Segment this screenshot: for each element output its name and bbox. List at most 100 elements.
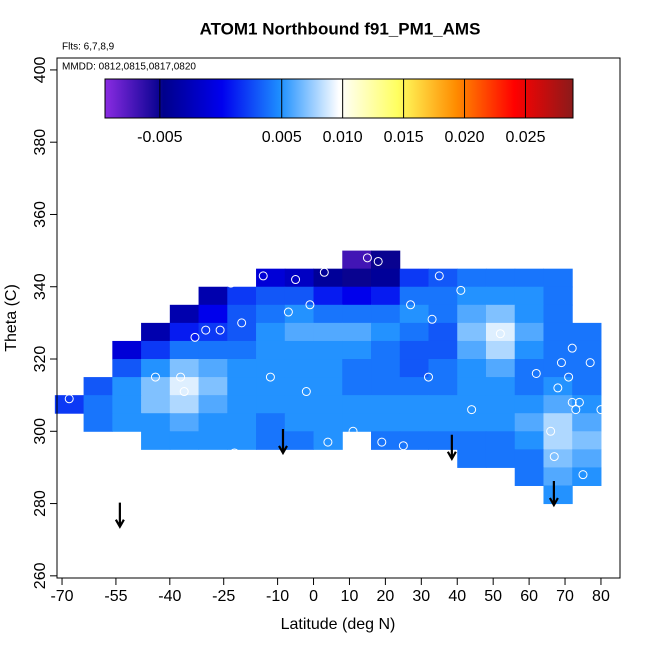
heat-cell [457, 395, 487, 414]
x-tick-label: -55 [104, 588, 127, 605]
heat-cell [342, 340, 372, 360]
heat-cell [428, 395, 458, 414]
heat-cell [284, 431, 315, 450]
heat-cell [284, 377, 315, 396]
heat-cell [256, 377, 286, 396]
heat-cell [313, 377, 343, 396]
subtitle: Flts: 6,7,8,9 [62, 42, 115, 53]
observation-point [301, 387, 311, 397]
heat-cell [428, 304, 458, 324]
heat-cell [342, 322, 372, 342]
heat-cell [141, 431, 171, 450]
heat-cell [485, 340, 516, 360]
heat-cell [457, 359, 487, 378]
x-tick-label: -10 [266, 588, 289, 605]
observation-point [215, 325, 225, 335]
y-tick-label: 320 [32, 346, 49, 373]
observation-point [427, 314, 437, 324]
heat-cell [198, 304, 228, 324]
heat-cell [572, 431, 602, 450]
observation-point [319, 267, 329, 277]
observation-point [150, 372, 160, 382]
arrow [548, 481, 559, 508]
observation-point [578, 470, 588, 480]
heat-cell [342, 359, 372, 378]
heat-cell [428, 431, 458, 450]
heat-cell [543, 395, 573, 414]
x-tick-label: 70 [556, 588, 574, 605]
heat-cell [141, 322, 171, 342]
observation-point [467, 405, 477, 415]
heat-cell [112, 340, 142, 360]
heat-cell [514, 359, 544, 378]
observation-point [531, 368, 541, 378]
heat-cell [485, 413, 516, 432]
heat-cell [284, 395, 315, 414]
heat-cell [313, 304, 343, 324]
x-tick-label: -70 [50, 588, 73, 605]
heat-cell [313, 359, 343, 378]
heat-cell [169, 304, 200, 324]
colorbar-tick-label: 0.015 [384, 129, 424, 146]
colorbar-tick-label: 0.005 [262, 129, 302, 146]
y-axis-label: Theta (C) [3, 284, 20, 352]
heat-cell [284, 359, 315, 378]
chart-title: ATOM1 Northbound f91_PM1_AMS [200, 19, 481, 38]
observation-point [495, 329, 505, 339]
plot-frame [56, 57, 621, 579]
heat-cell [112, 413, 142, 432]
heat-cell [141, 377, 171, 396]
observation-point [398, 441, 408, 451]
heat-cell [399, 395, 430, 414]
observation-point [258, 271, 268, 281]
heat-cell [514, 340, 544, 360]
heat-cell [83, 377, 113, 396]
observation-point [556, 358, 566, 368]
heat-cell [169, 377, 200, 396]
heat-cell [428, 359, 458, 378]
annotation: MMDD: 0812,0815,0817,0820 [62, 62, 196, 73]
heat-cell [371, 322, 401, 342]
heat-cell [514, 377, 544, 396]
heat-cell [284, 286, 315, 306]
observation-point [377, 437, 387, 447]
heat-cell [141, 359, 171, 378]
x-tick-label: 50 [484, 588, 502, 605]
heat-cell [227, 395, 257, 414]
x-axis-label: Latitude (deg N) [281, 616, 396, 633]
heat-cell [514, 286, 544, 306]
observation-point [373, 256, 383, 266]
heat-cell [457, 431, 487, 450]
heat-cell [514, 322, 544, 342]
heat-cell [313, 431, 343, 450]
x-tick-label: -40 [158, 588, 181, 605]
observation-point [574, 397, 584, 407]
heat-cell [371, 340, 401, 360]
heat-cell [371, 359, 401, 378]
heat-cell [169, 431, 200, 450]
heat-cell [457, 449, 487, 468]
observation-point [229, 448, 239, 458]
observation-point [567, 397, 577, 407]
observation-point [567, 343, 577, 353]
heat-cell [313, 322, 343, 342]
heat-cell [256, 286, 286, 306]
heat-cell [371, 413, 401, 432]
x-tick-label: 40 [448, 588, 466, 605]
observation-point [283, 307, 293, 317]
heat-cell [514, 304, 544, 324]
heat-cell [256, 268, 286, 288]
heat-cell [485, 304, 516, 324]
heat-cell [572, 377, 602, 396]
heat-cell [371, 377, 401, 396]
observation-point [434, 271, 444, 281]
x-tick-label: 30 [412, 588, 430, 605]
heat-cell [313, 413, 343, 432]
heat-cell [198, 359, 228, 378]
heat-cell [227, 304, 257, 324]
observation-point [585, 358, 595, 368]
heat-cell [284, 322, 315, 342]
observation-point [64, 394, 74, 404]
colorbar-tick-label: 0.025 [505, 129, 545, 146]
heat-cell [141, 340, 171, 360]
